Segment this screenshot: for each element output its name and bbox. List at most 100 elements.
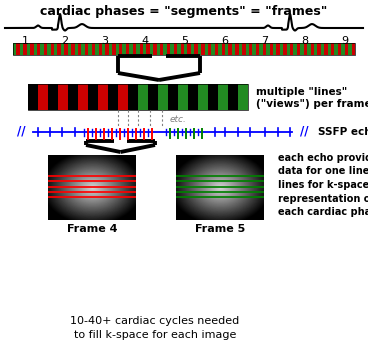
Text: 2: 2 — [61, 36, 68, 46]
Bar — [116, 43, 119, 55]
Bar — [17, 43, 20, 55]
Bar — [218, 84, 228, 110]
Bar — [38, 84, 48, 110]
Text: 10-40+ cardiac cycles needed
to fill k-space for each image: 10-40+ cardiac cycles needed to fill k-s… — [70, 316, 240, 340]
Bar — [30, 43, 33, 55]
Bar — [290, 43, 293, 55]
Bar — [208, 84, 218, 110]
Bar — [26, 43, 30, 55]
Bar — [95, 43, 99, 55]
Bar — [88, 43, 92, 55]
Bar — [314, 43, 317, 55]
Bar — [47, 43, 51, 55]
Bar — [225, 43, 229, 55]
Bar — [252, 43, 256, 55]
Bar — [68, 84, 78, 110]
Bar — [229, 43, 232, 55]
Text: 8: 8 — [301, 36, 308, 46]
Bar — [58, 84, 68, 110]
Bar — [317, 43, 321, 55]
Bar — [304, 43, 307, 55]
Bar — [178, 84, 188, 110]
Bar — [54, 43, 57, 55]
Bar — [146, 43, 150, 55]
Bar — [128, 84, 138, 110]
Text: 9: 9 — [342, 36, 348, 46]
Bar — [235, 43, 239, 55]
Bar — [99, 43, 102, 55]
Bar — [188, 84, 198, 110]
Bar — [242, 43, 245, 55]
Bar — [198, 84, 208, 110]
Bar — [198, 43, 201, 55]
Bar — [215, 43, 218, 55]
Bar — [283, 43, 287, 55]
Bar — [88, 84, 98, 110]
Bar — [61, 43, 64, 55]
Bar — [321, 43, 324, 55]
Bar — [68, 43, 71, 55]
Bar — [112, 43, 116, 55]
Bar — [280, 43, 283, 55]
Bar — [218, 43, 222, 55]
Bar — [328, 43, 331, 55]
Bar — [269, 43, 273, 55]
Bar — [273, 43, 276, 55]
Bar — [133, 43, 136, 55]
Bar — [201, 43, 205, 55]
Bar — [239, 43, 242, 55]
Bar — [118, 84, 128, 110]
Bar — [174, 43, 177, 55]
Bar — [119, 43, 123, 55]
Bar — [238, 84, 248, 110]
Bar — [109, 43, 112, 55]
Bar — [249, 43, 252, 55]
Bar — [64, 43, 68, 55]
Bar — [123, 43, 126, 55]
Text: Frame 5: Frame 5 — [195, 224, 245, 234]
Bar — [222, 43, 225, 55]
Text: each echo provides
data for one line of
lines for k-space
representation of
each: each echo provides data for one line of … — [278, 153, 368, 217]
Bar — [136, 43, 139, 55]
Text: 3: 3 — [102, 36, 109, 46]
Text: etc.: etc. — [170, 116, 187, 125]
Bar — [184, 43, 187, 55]
Bar — [98, 84, 108, 110]
Bar — [205, 43, 208, 55]
Bar — [108, 84, 118, 110]
Bar — [28, 84, 248, 110]
Bar — [208, 43, 211, 55]
Bar — [228, 84, 238, 110]
Bar — [129, 43, 133, 55]
Bar — [138, 84, 148, 110]
Bar — [157, 43, 160, 55]
Bar — [40, 43, 44, 55]
Bar — [126, 43, 129, 55]
Bar — [44, 43, 47, 55]
Text: 6: 6 — [222, 36, 229, 46]
Bar — [160, 43, 163, 55]
Bar — [324, 43, 328, 55]
Bar — [232, 43, 235, 55]
Bar — [158, 84, 168, 110]
Bar — [351, 43, 355, 55]
Bar — [245, 43, 249, 55]
Text: SSFP echoes: SSFP echoes — [318, 127, 368, 137]
Bar — [191, 43, 194, 55]
Bar — [85, 43, 88, 55]
Bar — [139, 43, 143, 55]
Bar — [177, 43, 181, 55]
Text: //: // — [300, 125, 308, 138]
Bar — [170, 43, 174, 55]
Bar — [181, 43, 184, 55]
Bar — [187, 43, 191, 55]
Text: Frame 4: Frame 4 — [67, 224, 117, 234]
Bar — [20, 43, 23, 55]
Bar — [37, 43, 40, 55]
Bar — [342, 43, 345, 55]
Bar — [307, 43, 311, 55]
Bar — [331, 43, 335, 55]
Bar — [143, 43, 146, 55]
Bar — [153, 43, 157, 55]
Text: 7: 7 — [261, 36, 269, 46]
